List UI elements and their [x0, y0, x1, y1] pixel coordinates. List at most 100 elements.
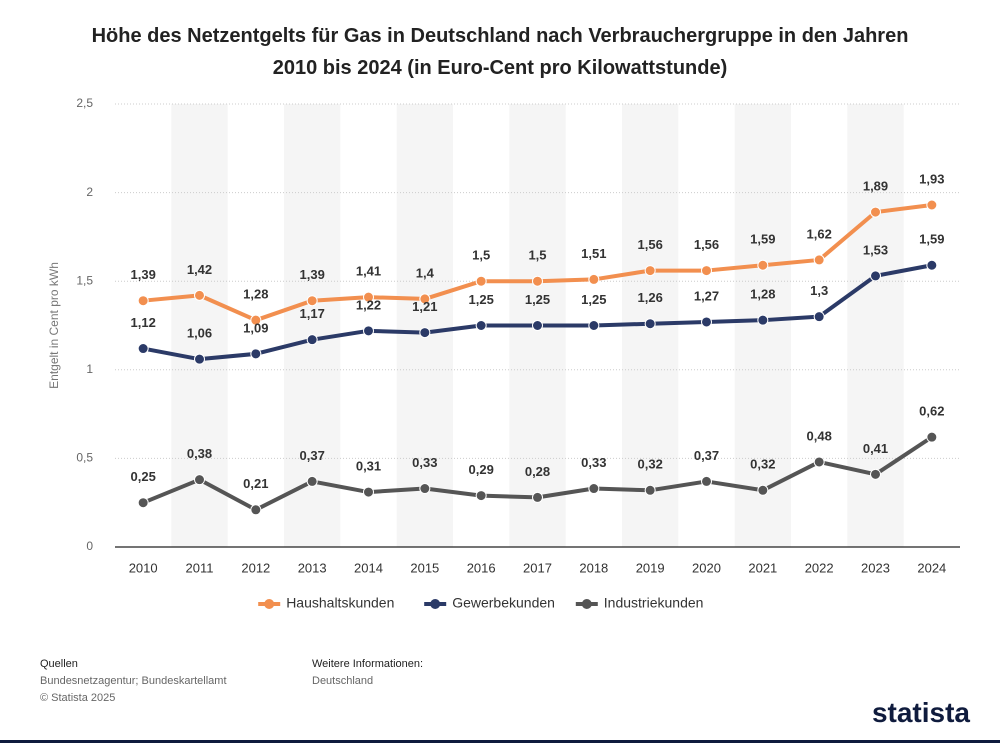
chart-title: Höhe des Netzentgelts für Gas in Deutsch… [91, 25, 909, 79]
data-point [926, 259, 938, 271]
data-point [870, 270, 881, 282]
data-label: 1,42 [187, 262, 212, 277]
bottom-bar [0, 740, 1000, 743]
data-point [306, 334, 318, 346]
data-label: 1,4 [416, 265, 435, 280]
data-point [813, 311, 825, 323]
data-point [137, 295, 149, 307]
data-label: 1,5 [528, 248, 546, 263]
data-label: 0,29 [469, 462, 494, 477]
x-tick-label: 2010 [129, 560, 158, 575]
info: Weitere Informationen: Deutschland [312, 656, 423, 690]
data-label: 1,17 [300, 306, 325, 321]
data-label: 0,33 [412, 455, 437, 470]
data-point [701, 316, 712, 328]
data-point [701, 265, 712, 277]
data-point [644, 265, 656, 277]
data-label: 1,3 [810, 283, 828, 298]
y-tick-label: 0,5 [76, 451, 93, 465]
y-tick-label: 1 [86, 362, 93, 376]
x-tick-label: 2017 [523, 560, 552, 575]
data-point [306, 295, 318, 307]
data-point [532, 320, 543, 331]
data-label: 0,31 [356, 459, 381, 474]
data-label: 1,25 [581, 292, 606, 307]
x-tick-label: 2018 [579, 560, 608, 575]
x-tick-label: 2023 [861, 560, 890, 575]
copyright: © Statista 2025 [40, 692, 116, 704]
legend-marker [430, 599, 441, 609]
x-tick-label: 2011 [186, 560, 214, 575]
data-label: 1,62 [807, 226, 832, 241]
data-point [644, 318, 656, 330]
data-label: 1,59 [750, 232, 775, 247]
data-point [363, 325, 374, 337]
data-label: 0,33 [581, 455, 606, 470]
data-point [137, 497, 149, 509]
logo: statista [871, 697, 970, 728]
data-point [926, 431, 938, 443]
x-tick-label: 2022 [805, 560, 834, 575]
data-label: 1,25 [525, 292, 550, 307]
data-point [250, 348, 262, 360]
data-label: 1,51 [581, 246, 606, 261]
data-label: 1,59 [919, 232, 944, 247]
data-point [419, 327, 431, 339]
legend-marker [581, 599, 592, 609]
data-point [588, 483, 600, 495]
data-point [532, 275, 543, 287]
column-band [396, 104, 453, 547]
data-label: 0,48 [807, 428, 832, 443]
chart: 0 0,5 1 1,5 2 2,5 Entgelt in Cent pro kWh 2010 2… [47, 96, 960, 611]
data-point [475, 275, 487, 287]
x-tick-label: 2021 [748, 560, 777, 575]
column-band [171, 104, 228, 547]
data-point [475, 320, 487, 331]
data-label: 0,28 [525, 464, 550, 479]
data-point [194, 353, 205, 365]
data-label: 0,41 [863, 441, 888, 456]
data-point [475, 490, 487, 502]
info-title: Weitere Informationen: [312, 658, 424, 670]
sources: Quellen Bundesnetzagentur; Bundeskartell… [40, 656, 227, 707]
data-label: 1,22 [356, 297, 381, 312]
data-label: 1,26 [638, 290, 663, 305]
data-point [757, 484, 769, 496]
data-label: 1,25 [469, 292, 494, 307]
legend-label: Haushaltskunden [286, 595, 394, 611]
data-label: 1,28 [243, 287, 268, 302]
data-label: 1,09 [243, 320, 268, 335]
data-label: 1,5 [472, 248, 490, 263]
data-label: 0,21 [243, 476, 268, 491]
data-point [250, 504, 262, 516]
legend-label: Gewerbekunden [452, 595, 555, 611]
data-label: 0,32 [638, 457, 663, 472]
data-point [419, 483, 431, 495]
data-point [137, 343, 149, 355]
data-label: 1,27 [694, 288, 719, 303]
data-point [363, 291, 374, 303]
info-text: Deutschland [312, 675, 374, 687]
data-point [813, 254, 825, 266]
x-tick-label: 2014 [354, 560, 383, 575]
data-label: 1,93 [919, 171, 944, 186]
data-label: 0,62 [919, 404, 944, 419]
data-label: 1,12 [131, 315, 156, 330]
x-tick-label: 2012 [241, 560, 270, 575]
data-point [926, 199, 938, 211]
data-point [588, 273, 600, 285]
data-label: 1,53 [863, 242, 888, 257]
data-label: 1,39 [300, 267, 325, 282]
legend-marker [264, 599, 275, 609]
x-tick-label: 2019 [636, 560, 665, 575]
data-point [757, 314, 769, 326]
column-band [284, 104, 341, 547]
sources-title: Quellen [40, 658, 78, 670]
data-point [757, 259, 769, 271]
data-point [870, 206, 881, 218]
data-point [644, 484, 656, 496]
sources-text: Bundesnetzagentur; Bundeskartellamt [40, 675, 227, 687]
x-tick-label: 2016 [467, 560, 496, 575]
y-tick-label: 2 [86, 185, 93, 199]
data-point [701, 475, 712, 487]
